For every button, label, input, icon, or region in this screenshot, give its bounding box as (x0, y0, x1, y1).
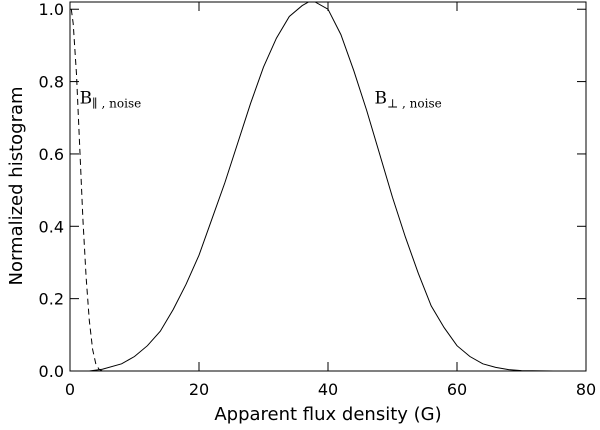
x-tick-label: 80 (576, 380, 596, 399)
y-tick-label: 0.2 (39, 290, 64, 309)
x-tick-label: 60 (447, 380, 467, 399)
y-tick-label: 0.4 (39, 217, 64, 236)
series-layer (70, 1, 586, 372)
curve-annotation-label: B⊥ , noise (374, 88, 441, 110)
x-tick-label: 20 (189, 380, 209, 399)
plot-frame (69, 1, 587, 372)
solid-series-line (89, 1, 586, 372)
dashed-series-line (70, 9, 109, 372)
y-tick-label: 0.6 (39, 145, 64, 164)
y-tick-label: 0.0 (39, 362, 64, 381)
x-axis-label: Apparent flux density (G) (214, 404, 441, 425)
y-tick-label: 0.8 (39, 73, 64, 92)
y-tick-label: 1.0 (39, 0, 64, 19)
x-tick-label: 40 (318, 380, 338, 399)
x-tick-label: 0 (65, 380, 75, 399)
annotation-layer: B∥ , noise B⊥ , noise (80, 88, 442, 110)
y-axis-label: Normalized histogram (6, 86, 27, 285)
curve-annotation-label: B∥ , noise (80, 88, 142, 110)
axis-ticks: 0 20 40 60 80 0.0 0.2 0.4 0.6 0.8 1.0 (39, 0, 597, 399)
